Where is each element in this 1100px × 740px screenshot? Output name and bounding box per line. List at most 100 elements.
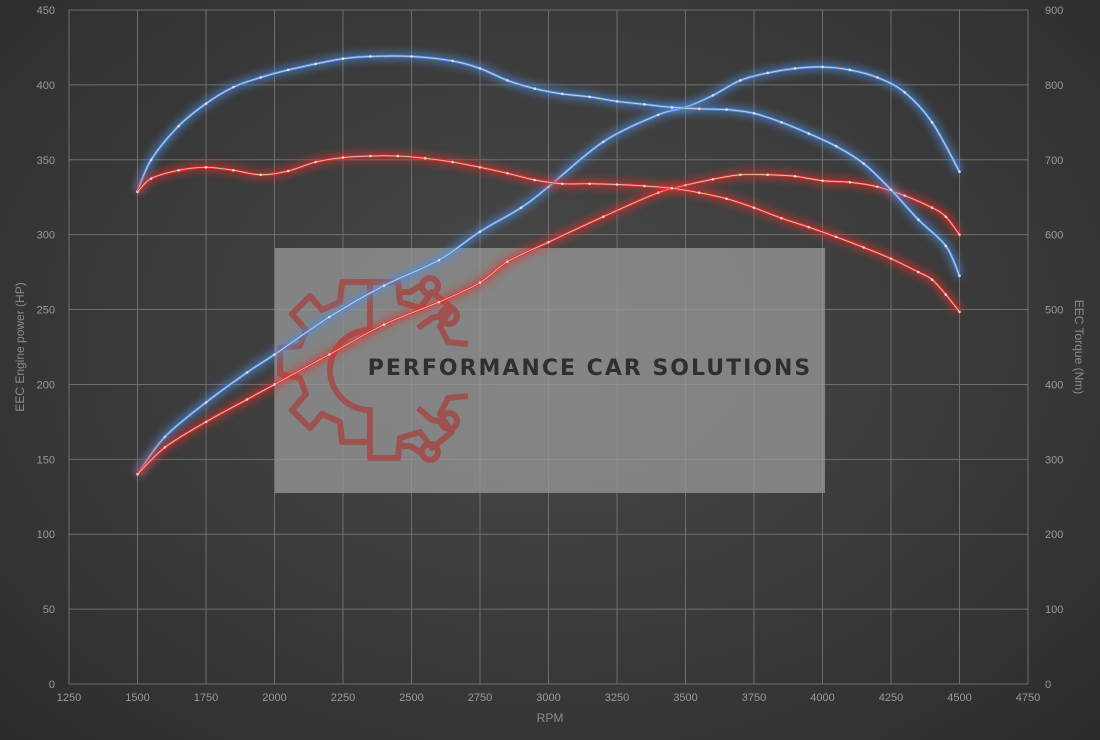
y-tick-label: 200 [37, 379, 55, 391]
data-point [670, 106, 674, 109]
data-point [930, 121, 934, 124]
y2-tick-label: 500 [1045, 305, 1063, 317]
data-point [273, 383, 276, 386]
y2-tick-label: 900 [1045, 5, 1063, 17]
dyno-curves [133, 51, 964, 478]
y-tick-label: 300 [37, 230, 55, 242]
y-tick-label: 150 [37, 454, 55, 466]
y2-tick-label: 800 [1045, 80, 1063, 92]
data-point [876, 185, 879, 189]
data-point [533, 178, 537, 182]
data-point [369, 55, 372, 58]
data-point [930, 278, 934, 281]
data-point [766, 71, 769, 75]
data-point [273, 353, 276, 356]
data-point [821, 179, 824, 183]
data-point [944, 244, 948, 248]
x-axis-ticks: 1250 1500 1750 2000 2250 2500 2750 3000 3250 3500… [57, 692, 1040, 704]
data-point [889, 257, 893, 260]
data-point [328, 315, 331, 319]
data-point [232, 168, 235, 172]
y2-tick-label: 200 [1045, 529, 1063, 541]
y2-tick-label: 100 [1045, 604, 1063, 616]
data-point [848, 180, 852, 184]
red-curve-left [134, 169, 964, 478]
data-point [328, 353, 331, 356]
x-tick-label: 3750 [742, 692, 766, 704]
x-tick-label: 2000 [262, 692, 286, 704]
red-curve-right [134, 151, 964, 315]
data-point [821, 65, 824, 69]
data-point [643, 184, 646, 188]
data-point [478, 281, 482, 284]
data-point [204, 102, 208, 105]
data-point [615, 183, 619, 186]
data-point [560, 182, 564, 186]
data-point [752, 206, 756, 210]
y2-tick-label: 400 [1045, 379, 1063, 391]
data-point [793, 67, 797, 70]
data-point [382, 323, 386, 326]
data-point [149, 177, 153, 180]
data-point [204, 401, 208, 404]
data-point [136, 190, 139, 194]
blue-curve-right [133, 51, 964, 278]
data-point [752, 112, 756, 115]
data-point [177, 168, 180, 172]
data-point [369, 154, 372, 158]
data-point [903, 91, 906, 94]
gear-circuit-logo [277, 275, 469, 463]
data-point [643, 103, 646, 106]
y-axis-right-title: EEC Torque (Nm) [1072, 300, 1086, 394]
data-point [259, 76, 263, 79]
data-point [656, 113, 660, 117]
data-point [807, 225, 811, 229]
data-point [766, 173, 769, 177]
x-tick-label: 2250 [331, 692, 355, 704]
data-point [944, 293, 948, 296]
data-point [382, 284, 386, 287]
data-point [451, 59, 454, 63]
watermark-panel [275, 248, 825, 493]
data-point [396, 154, 400, 158]
data-point [232, 85, 235, 89]
y-tick-label: 400 [37, 80, 55, 92]
data-point [903, 194, 906, 198]
y2-tick-label: 300 [1045, 454, 1063, 466]
data-point [834, 235, 838, 239]
data-point [245, 398, 249, 401]
data-point [506, 79, 509, 82]
data-point [451, 160, 454, 164]
data-point [958, 170, 961, 174]
data-point [697, 107, 701, 111]
data-point [697, 191, 701, 195]
data-point [478, 230, 482, 233]
x-tick-label: 4500 [947, 692, 971, 704]
data-point [917, 270, 920, 274]
data-point [725, 197, 728, 201]
data-point [739, 173, 742, 177]
data-point [437, 300, 441, 304]
y2-tick-label: 600 [1045, 230, 1063, 242]
data-point [341, 57, 345, 60]
grid-lines [68, 9, 1029, 685]
y-axis-left-ticks: 0 50 100 150 200 250 300 350 400 450 [37, 5, 55, 691]
data-point [807, 132, 811, 135]
x-tick-label: 3500 [673, 692, 697, 704]
y-tick-label: 0 [49, 679, 55, 691]
data-point [780, 216, 783, 220]
data-point [506, 260, 509, 263]
x-tick-label: 2500 [399, 692, 423, 704]
data-point [560, 92, 564, 96]
x-tick-label: 1250 [57, 692, 81, 704]
x-tick-label: 2750 [468, 692, 492, 704]
data-point [958, 274, 961, 278]
data-point [149, 158, 153, 162]
data-point [163, 435, 167, 439]
data-point [711, 177, 715, 181]
y-axis-left-title: EEC Engine power (HP) [13, 282, 27, 411]
data-point [533, 87, 537, 90]
data-point [917, 218, 920, 221]
data-point [834, 144, 838, 148]
